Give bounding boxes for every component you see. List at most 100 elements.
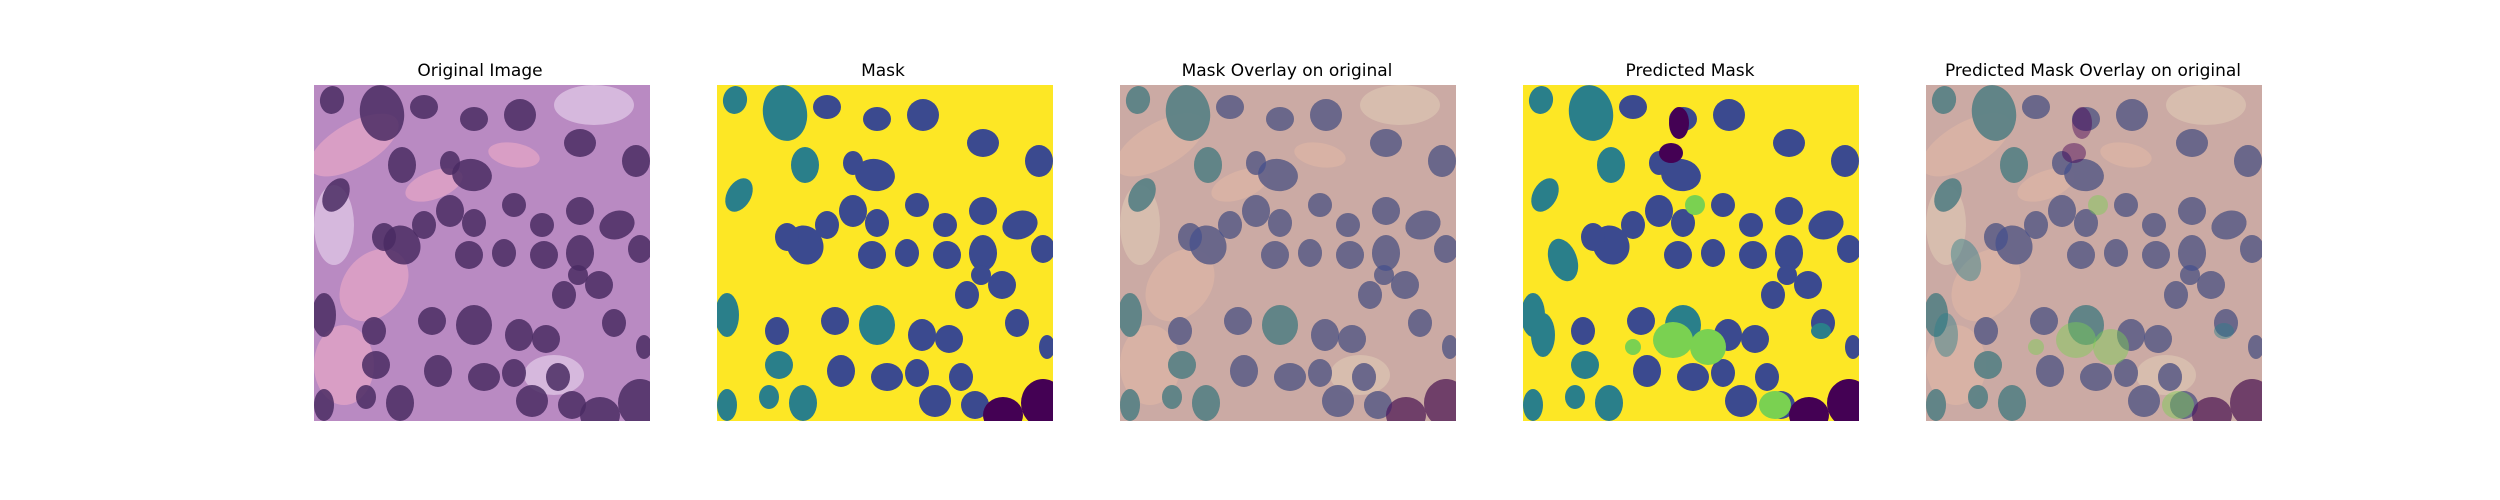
overlay-nucleus-green <box>2162 391 2194 419</box>
overlay-nucleus-dark <box>2072 107 2092 139</box>
predicted-nucleus-blue <box>1837 235 1859 263</box>
overlay-nucleus-blue <box>1258 158 1298 192</box>
overlay-nucleus-teal <box>1194 147 1222 183</box>
overlay-nucleus-blue <box>1358 281 1382 309</box>
overlay-nucleus-blue <box>1218 211 1242 239</box>
predicted-nucleus-blue <box>1671 209 1695 237</box>
mask-nucleus-blue <box>905 193 929 217</box>
predicted-nucleus-blue <box>1775 235 1803 271</box>
nucleus <box>452 158 492 192</box>
predicted-nucleus-blue <box>1711 193 1735 217</box>
mask-nucleus-blue <box>908 319 936 351</box>
mask-nucleus-blue <box>961 391 989 419</box>
overlay-nucleus-blue <box>2170 391 2198 419</box>
predicted-nucleus-blue <box>1621 211 1645 239</box>
overlay-nucleus-dark <box>1386 397 1426 421</box>
overlay-nucleus-blue <box>1178 223 1202 251</box>
stroma-region <box>405 168 463 202</box>
predicted-nucleus-teal <box>1531 313 1555 357</box>
overlay-nucleus-blue <box>2142 241 2170 269</box>
overlay-nucleus-green <box>2028 339 2044 355</box>
predicted-nucleus-blue <box>1775 197 1803 225</box>
mask-nucleus-blue <box>1025 145 1053 177</box>
nucleus <box>460 107 488 131</box>
mask-nucleus-teal <box>717 389 737 421</box>
panel-title-predicted-overlay: Predicted Mask Overlay on original <box>1944 61 2241 81</box>
overlay-nucleus-blue <box>2178 197 2206 225</box>
overlay-nucleus-blue <box>2116 99 2148 131</box>
overlay-nucleus-blue <box>2114 193 2138 217</box>
nucleus <box>372 223 396 251</box>
overlay-nucleus-blue <box>2158 363 2182 391</box>
overlay-nucleus-blue <box>1308 359 1332 387</box>
nucleus <box>322 178 350 212</box>
overlay-nucleus-blue <box>1391 271 1419 299</box>
predicted-nucleus-blue <box>1794 271 1822 299</box>
mask-nucleus-blue <box>865 209 889 237</box>
nucleus <box>599 210 635 240</box>
overlay-nucleus-teal <box>1926 389 1946 421</box>
overlay-nucleus-teal <box>1125 86 1151 114</box>
mask-nucleus-blue <box>839 195 867 227</box>
overlay-nucleus-teal <box>1974 351 2002 379</box>
mask-nucleus-blue <box>815 211 839 239</box>
mask-nucleus-blue <box>863 107 891 131</box>
nucleus <box>412 211 436 239</box>
nucleus <box>618 379 650 421</box>
mask-nucleus-teal <box>762 85 808 141</box>
panel-title-mask: Mask <box>861 61 905 81</box>
nucleus <box>468 363 500 391</box>
overlay-nucleus-blue <box>1405 210 1441 240</box>
overlay-nucleus-blue <box>1372 235 1400 271</box>
overlay-nucleus-blue <box>2197 271 2225 299</box>
predicted-nucleus-teal <box>1523 389 1543 421</box>
overlay-nucleus-blue <box>2074 209 2098 237</box>
predicted-nucleus-blue <box>1741 325 1769 353</box>
overlay-nucleus-blue <box>1274 363 1306 391</box>
overlay-nucleus-teal <box>1192 385 1220 421</box>
overlay-nucleus-dark <box>2192 397 2232 421</box>
nucleus <box>585 271 613 299</box>
overlay-nucleus-blue <box>1336 213 1360 237</box>
nucleus <box>502 193 526 217</box>
nucleus <box>532 325 560 353</box>
predicted-overlay-panel <box>1926 85 2262 421</box>
mask-nucleus-blue <box>933 213 957 237</box>
nucleus <box>314 389 334 421</box>
overlay-nucleus-blue <box>2030 307 2058 335</box>
nucleus <box>516 385 548 417</box>
predicted-nucleus-blue <box>1808 210 1844 240</box>
nucleus <box>622 145 650 177</box>
nucleus <box>440 151 460 175</box>
mask-nucleus-blue <box>1031 235 1053 263</box>
mask-nucleus-blue <box>955 281 979 309</box>
predicted-nucleus-green <box>1759 391 1791 419</box>
nucleus <box>362 351 390 379</box>
overlay-nucleus-blue <box>2024 211 2048 239</box>
mask-nucleus-blue <box>919 385 951 417</box>
overlay-nucleus-teal <box>1168 351 1196 379</box>
predicted-nucleus-blue <box>1739 213 1763 237</box>
overlay-nucleus-teal <box>1931 86 1957 114</box>
overlay-nucleus-teal <box>1934 178 1962 212</box>
overlay-nucleus-blue <box>1268 209 1292 237</box>
predicted-nucleus-blue <box>1571 317 1595 345</box>
overlay-nucleus-blue <box>2052 151 2072 175</box>
overlay-nucleus-blue <box>2234 145 2262 177</box>
nucleus <box>418 307 446 335</box>
predicted-nucleus-teal <box>1811 323 1831 339</box>
nucleus <box>530 241 558 269</box>
predicted-nucleus-blue <box>1661 158 1701 192</box>
nucleus <box>388 147 416 183</box>
mask-nucleus-blue <box>969 197 997 225</box>
overlay-nucleus-blue <box>1311 319 1339 351</box>
overlay-nucleus-blue <box>1974 317 1998 345</box>
overlay-nucleus-blue <box>1984 223 2008 251</box>
predicted-nucleus-blue <box>1664 241 1692 269</box>
overlay-nucleus-green <box>2093 329 2129 365</box>
original-image <box>314 85 650 421</box>
predicted-nucleus-dark <box>1669 107 1689 139</box>
mask-panel <box>717 85 1053 421</box>
overlay-nucleus-blue <box>1310 99 1342 131</box>
nucleus <box>628 235 650 263</box>
